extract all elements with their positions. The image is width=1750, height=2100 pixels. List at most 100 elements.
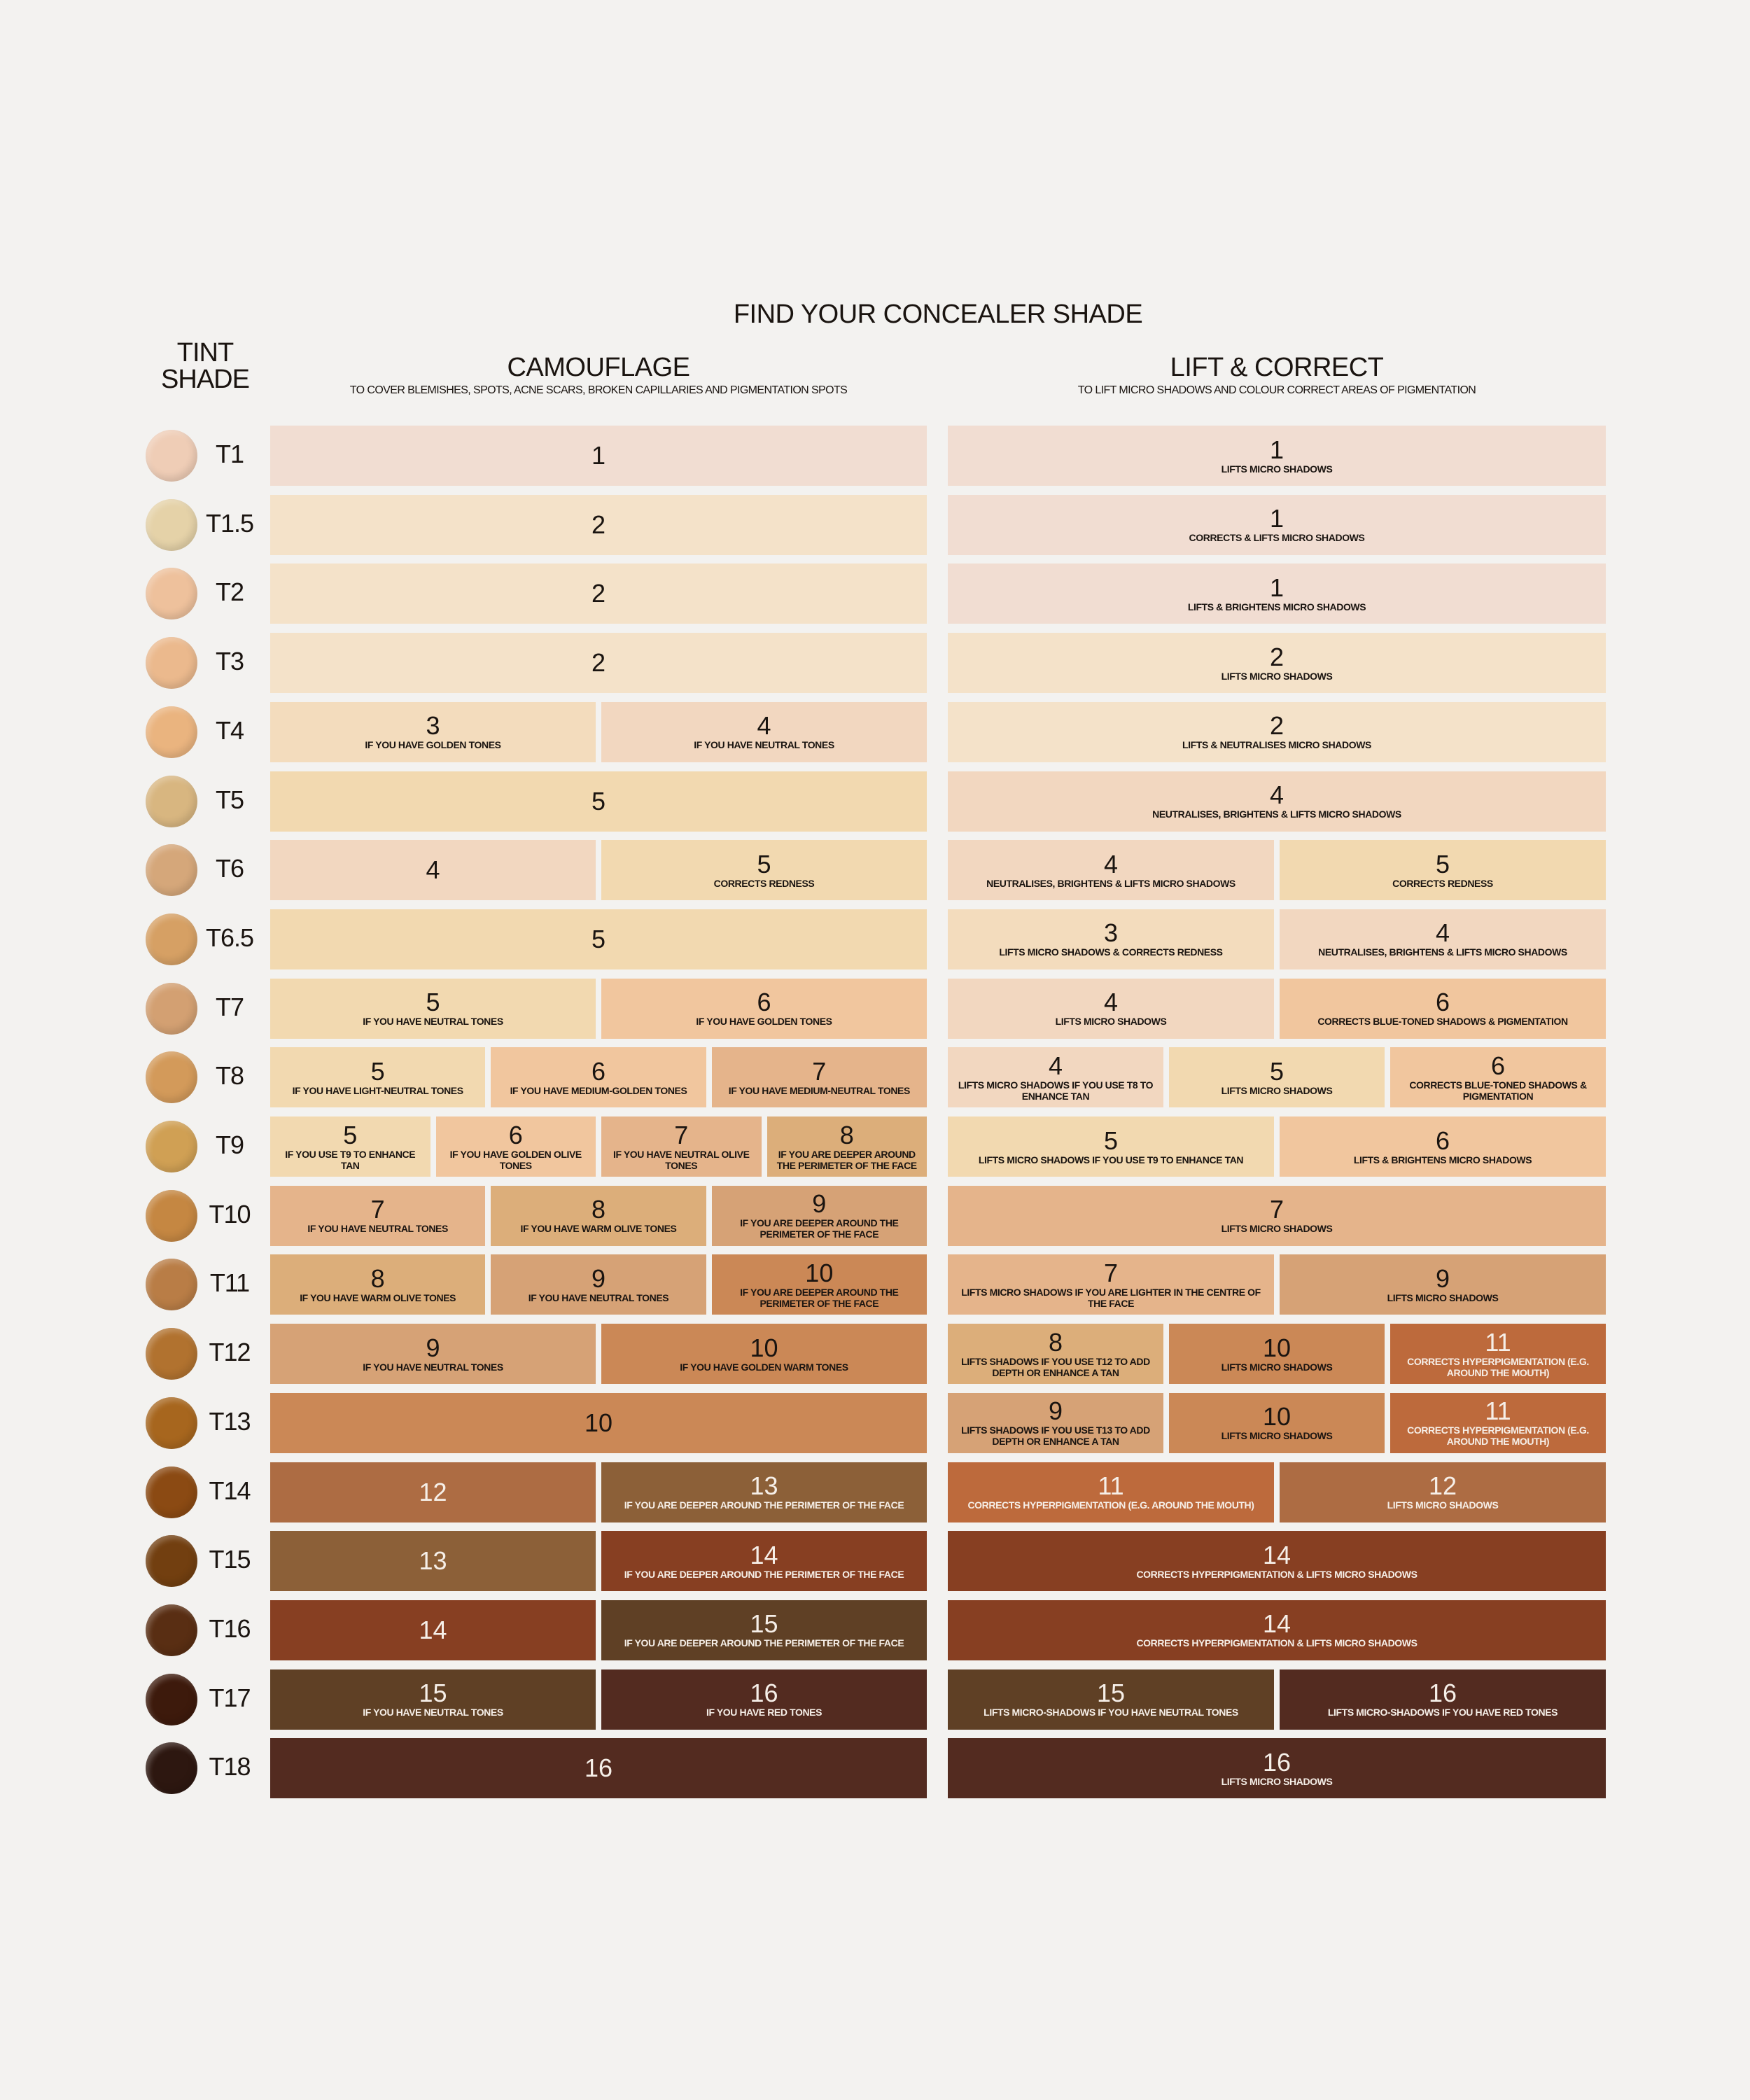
shade-row: T4 3 IF YOU HAVE GOLDEN TONES 4 IF YOU HAVE …	[0, 701, 1750, 762]
tint-shade-header: TINT SHADE	[149, 340, 261, 393]
camouflage-cells: 5	[270, 909, 927, 969]
camouflage-cell: 7 IF YOU HAVE NEUTRAL TONES	[270, 1185, 486, 1246]
concealer-note: LIFTS MICRO SHADOWS IF YOU ARE LIGHTER I…	[961, 1286, 1261, 1309]
concealer-shade-number: 8	[1048, 1327, 1063, 1357]
camouflage-cells: 4 5 CORRECTS REDNESS	[270, 840, 927, 901]
concealer-note: LIFTS MICRO SHADOWS	[1221, 1084, 1333, 1096]
tint-swatch	[146, 1259, 197, 1311]
tint-swatch	[146, 706, 197, 758]
camouflage-cell: 7 IF YOU HAVE MEDIUM-NEUTRAL TONES	[711, 1047, 927, 1108]
concealer-shade-number: 15	[750, 1609, 778, 1639]
concealer-note: LIFTS MICRO SHADOWS	[1387, 1292, 1499, 1303]
concealer-note: IF YOU ARE DEEPER AROUND THE PERIMETER O…	[776, 1148, 917, 1171]
concealer-shade-number: 10	[584, 1408, 613, 1437]
concealer-note: IF YOU HAVE GOLDEN TONES	[365, 739, 501, 751]
lift-cell: 14 CORRECTS HYPERPIGMENTATION & LIFTS MIC…	[948, 1600, 1606, 1660]
camouflage-cell: 15 IF YOU ARE DEEPER AROUND THE PERIMETER…	[601, 1600, 927, 1660]
camouflage-cell: 16	[270, 1738, 927, 1799]
concealer-shade-number: 16	[1428, 1679, 1457, 1708]
camouflage-cells: 2	[270, 564, 927, 624]
concealer-shade-number: 9	[1048, 1396, 1063, 1426]
concealer-note: NEUTRALISES, BRIGHTENS & LIFTS MICRO SHA…	[1318, 946, 1567, 958]
lift-cells: 11 CORRECTS HYPERPIGMENTATION (E.G. AROUN…	[948, 1462, 1606, 1522]
concealer-note: IF YOU ARE DEEPER AROUND THE PERIMETER O…	[740, 1217, 899, 1240]
lift-cell: 10 LIFTS MICRO SHADOWS	[1169, 1392, 1385, 1453]
tint-shade-label: T1.5	[205, 508, 254, 538]
lift-cells: 1 LIFTS & BRIGHTENS MICRO SHADOWS	[948, 564, 1606, 624]
tint-shade-label: T3	[215, 647, 244, 676]
concealer-note: CORRECTS HYPERPIGMENTATION (E.G. AROUND …	[1407, 1424, 1589, 1448]
shade-row: T8 5 IF YOU HAVE LIGHT-NEUTRAL TONES 6 IF YO…	[0, 1047, 1750, 1108]
camouflage-cell: 15 IF YOU HAVE NEUTRAL TONES	[270, 1669, 596, 1730]
lift-cell: 9 LIFTS SHADOWS IF YOU USE T13 TO ADD DEP…	[948, 1392, 1163, 1453]
camouflage-cell: 13 IF YOU ARE DEEPER AROUND THE PERIMETER…	[601, 1462, 927, 1522]
lift-cell: 11 CORRECTS HYPERPIGMENTATION (E.G. AROUN…	[1390, 1324, 1606, 1385]
tint-shade-label: T7	[215, 992, 244, 1021]
tint-shade-label: T10	[209, 1199, 251, 1228]
concealer-shade-number: 4	[1048, 1051, 1063, 1080]
concealer-note: IF YOU HAVE MEDIUM-GOLDEN TONES	[510, 1084, 687, 1096]
lift-cell: 1 LIFTS MICRO SHADOWS	[948, 426, 1606, 486]
camouflage-cells: 15 IF YOU HAVE NEUTRAL TONES 16 IF YOU HAVE…	[270, 1669, 927, 1730]
tint-shade-label: T1	[215, 440, 244, 468]
tint-swatch	[146, 775, 197, 827]
lift-cells: 4 LIFTS MICRO SHADOWS IF YOU USE T8 TO EN…	[948, 1047, 1606, 1108]
concealer-shade-number: 4	[1103, 849, 1119, 878]
camouflage-cells: 7 IF YOU HAVE NEUTRAL TONES 8 IF YOU HAVE W…	[270, 1185, 927, 1246]
lift-cell: 4 LIFTS MICRO SHADOWS IF YOU USE T8 TO EN…	[948, 1047, 1163, 1108]
concealer-shade-number: 9	[1435, 1264, 1450, 1293]
lift-cell: 15 LIFTS MICRO-SHADOWS IF YOU HAVE NEUTRA…	[948, 1669, 1274, 1730]
concealer-shade-number: 13	[750, 1471, 778, 1500]
camouflage-cells: 5 IF YOU HAVE LIGHT-NEUTRAL TONES 6 IF YOU …	[270, 1047, 927, 1108]
concealer-shade-number: 5	[343, 1120, 358, 1149]
concealer-note: IF YOU HAVE RED TONES	[706, 1707, 822, 1718]
lift-cell: 2 LIFTS MICRO SHADOWS	[948, 633, 1606, 694]
concealer-note: NEUTRALISES, BRIGHTENS & LIFTS MICRO SHA…	[1152, 808, 1401, 820]
lift-cell: 2 LIFTS & NEUTRALISES MICRO SHADOWS	[948, 701, 1606, 762]
camouflage-subtitle: TO COVER BLEMISHES, SPOTS, ACNE SCARS, B…	[349, 384, 848, 396]
lift-cells: 4 LIFTS MICRO SHADOWS 6 CORRECTS BLUE-TONED…	[948, 978, 1606, 1039]
tint-shade-label: T6.5	[205, 923, 254, 952]
concealer-shade-number: 10	[750, 1333, 778, 1362]
concealer-note: CORRECTS BLUE-TONED SHADOWS & PIGMENTATI…	[1317, 1016, 1568, 1028]
lift-correct-subtitle: TO LIFT MICRO SHADOWS AND COLOUR CORRECT…	[1077, 384, 1476, 396]
tint-swatch	[146, 1189, 197, 1242]
concealer-shade-number: 5	[426, 988, 440, 1017]
concealer-note: IF YOU ARE DEEPER AROUND THE PERIMETER O…	[624, 1568, 904, 1580]
lift-cell: 9 LIFTS MICRO SHADOWS	[1280, 1254, 1606, 1315]
concealer-note: IF YOU HAVE NEUTRAL OLIVE TONES	[612, 1148, 750, 1171]
tint-shade-label: T11	[209, 1268, 250, 1298]
tint-swatch	[146, 1535, 197, 1588]
concealer-shade-number: 4	[426, 855, 440, 885]
lift-cells: 4 NEUTRALISES, BRIGHTENS & LIFTS MICRO SH…	[948, 840, 1606, 901]
concealer-shade-number: 7	[674, 1120, 689, 1149]
concealer-shade-number: 16	[584, 1754, 613, 1783]
lift-cells: 14 CORRECTS HYPERPIGMENTATION & LIFTS MIC…	[948, 1531, 1606, 1592]
tint-swatch	[146, 913, 197, 965]
concealer-note: LIFTS MICRO SHADOWS	[1387, 1499, 1499, 1511]
camouflage-cells: 9 IF YOU HAVE NEUTRAL TONES 10 IF YOU HAVE …	[270, 1324, 927, 1385]
lift-cell: 1 CORRECTS & LIFTS MICRO SHADOWS	[948, 494, 1606, 555]
lift-cell: 10 LIFTS MICRO SHADOWS	[1169, 1324, 1385, 1385]
concealer-shade-number: 11	[1485, 1396, 1511, 1426]
camouflage-cell: 5 IF YOU HAVE NEUTRAL TONES	[270, 978, 596, 1039]
concealer-shade-number: 11	[1098, 1471, 1124, 1500]
shade-row: T10 7 IF YOU HAVE NEUTRAL TONES 8 IF YOU HAV…	[0, 1185, 1750, 1246]
lift-correct-title: LIFT & CORRECT	[1170, 353, 1384, 382]
camouflage-cell: 4	[270, 840, 596, 901]
camouflage-cells: 13 14 IF YOU ARE DEEPER AROUND THE PERIMET…	[270, 1531, 927, 1592]
tint-swatch	[146, 1742, 197, 1795]
tint-swatch	[146, 1466, 197, 1518]
concealer-note: LIFTS MICRO SHADOWS	[1221, 1430, 1333, 1442]
shade-row: T1 1 1 LIFTS MICRO SHADOWS	[0, 426, 1750, 486]
shade-row: T2 2 1 LIFTS & BRIGHTENS MICRO SHADOWS	[0, 564, 1750, 624]
camouflage-cell: 16 IF YOU HAVE RED TONES	[601, 1669, 927, 1730]
shade-row: T11 8 IF YOU HAVE WARM OLIVE TONES 9 IF YOU …	[0, 1254, 1750, 1315]
concealer-shade-number: 11	[1485, 1327, 1511, 1357]
lift-cell: 16 LIFTS MICRO-SHADOWS IF YOU HAVE RED TO…	[1280, 1669, 1606, 1730]
concealer-note: LIFTS & NEUTRALISES MICRO SHADOWS	[1182, 739, 1371, 751]
lift-cell: 4 NEUTRALISES, BRIGHTENS & LIFTS MICRO SH…	[1280, 909, 1606, 969]
camouflage-cells: 16	[270, 1738, 927, 1799]
lift-cells: 4 NEUTRALISES, BRIGHTENS & LIFTS MICRO SH…	[948, 771, 1606, 832]
concealer-shade-number: 5	[591, 924, 606, 953]
